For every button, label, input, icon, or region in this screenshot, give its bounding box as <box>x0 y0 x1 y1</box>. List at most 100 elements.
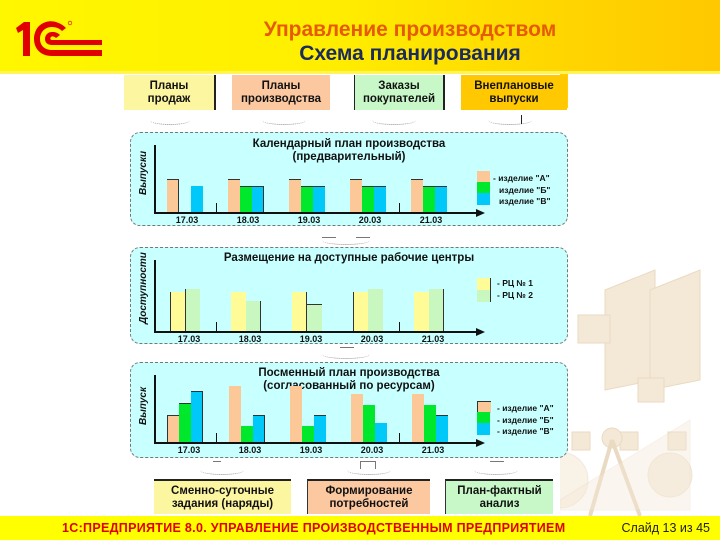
legend-swatch-rc2 <box>477 290 491 302</box>
connector <box>262 116 306 125</box>
bar-b <box>241 426 253 442</box>
y-axis <box>154 260 156 332</box>
bar-a <box>290 386 302 442</box>
connector-line <box>360 461 376 469</box>
input-label: Планы <box>261 79 301 92</box>
x-tick-label: 21.03 <box>419 215 443 225</box>
1c-logo-icon <box>16 20 102 56</box>
connector <box>474 466 518 475</box>
bar-a <box>167 179 179 212</box>
output-label: Формирование <box>325 484 413 497</box>
x-tick-label: 18.03 <box>238 445 262 455</box>
bar-rc1 <box>353 292 368 331</box>
connector <box>488 116 532 125</box>
bar-a <box>412 394 424 442</box>
legend-swatch-v <box>477 193 490 205</box>
input-customer-orders: Заказы покупателей <box>355 75 443 110</box>
slide-header <box>0 0 720 74</box>
input-unplanned-releases: Внеплановые выпуски <box>461 75 567 110</box>
legend-label: изделие "Б" <box>499 185 551 195</box>
bar-b <box>179 403 191 442</box>
output-label: анализ <box>479 497 520 510</box>
legend-swatch-a <box>477 401 491 413</box>
legend-label: - РЦ № 2 <box>497 290 533 300</box>
output-plan-fact-analysis: План-фактный анализ <box>445 479 553 514</box>
slide-footer: 1С:ПРЕДПРИЯТИЕ 8.0. УПРАВЛЕНИЕ ПРОИЗВОДС… <box>0 516 720 540</box>
legend-swatch-b <box>477 412 490 423</box>
legend-label: - РЦ № 1 <box>497 278 533 288</box>
axis-tick <box>216 322 217 332</box>
bar-rc2 <box>368 289 383 331</box>
bar-a <box>228 179 240 212</box>
legend-label: - изделие "В" <box>497 426 554 436</box>
chart-title: Посменный план производства <box>258 367 440 379</box>
legend-label: - изделие "Б" <box>497 415 554 425</box>
bar-rc1 <box>414 292 429 331</box>
separator <box>443 75 445 110</box>
bar-a <box>350 179 362 212</box>
chart-panel-shift-plan: Посменный план производства (согласованн… <box>130 362 568 458</box>
chart-panel-calendar-plan: Календарный план производства (предварит… <box>130 132 568 226</box>
bar-rc2 <box>246 301 261 331</box>
chart-subtitle: (согласованный по ресурсам) <box>263 380 435 392</box>
connector <box>347 466 391 475</box>
x-tick-label: 19.03 <box>299 445 323 455</box>
axis-tick <box>399 322 400 332</box>
legend-label: - изделие "А" <box>493 173 550 183</box>
bar-a <box>351 394 363 442</box>
legend-swatch-a <box>477 171 490 182</box>
bar-b <box>363 405 375 442</box>
output-label: План-фактный <box>457 484 542 497</box>
bar-a <box>411 179 423 212</box>
title-line-1: Управление производством <box>263 18 557 41</box>
chart-title: Календарный план производства <box>252 138 446 150</box>
bar-b <box>240 186 252 212</box>
y-axis-label: Выпуски <box>138 150 149 195</box>
connector-line <box>521 115 522 124</box>
input-label: Заказы <box>378 79 420 92</box>
bar-b <box>424 405 436 442</box>
bar-v <box>313 186 325 212</box>
bar-a <box>229 386 241 442</box>
bar-b <box>362 186 374 212</box>
input-label: производства <box>240 92 322 105</box>
chart-panel-work-centers: Размещение на доступные рабочие центры Д… <box>130 247 568 344</box>
input-label: Планы <box>149 79 189 92</box>
x-tick-label: 17.03 <box>177 334 201 344</box>
x-tick-label: 20.03 <box>360 334 384 344</box>
axis-tick <box>216 203 217 213</box>
axis-tick <box>216 433 217 443</box>
connector <box>372 116 416 125</box>
bar-v <box>252 186 264 212</box>
connector <box>200 466 244 475</box>
x-axis-arrow-icon <box>476 328 485 336</box>
bar-v <box>253 415 265 442</box>
legend-swatch-rc1 <box>477 278 491 290</box>
output-shift-tasks: Сменно-суточные задания (наряды) <box>154 479 291 514</box>
legend-label: изделие "В" <box>499 196 551 206</box>
bar-v <box>435 186 447 212</box>
bar-v <box>191 186 203 212</box>
x-tick-label: 21.03 <box>421 445 445 455</box>
connector-line <box>213 461 221 462</box>
bar-v <box>375 423 387 442</box>
bar-rc1 <box>292 292 307 331</box>
bar-v <box>436 415 448 442</box>
input-label: Внеплановые <box>474 79 554 92</box>
legend-swatch-b <box>477 182 490 193</box>
y-axis <box>154 375 156 443</box>
bar-rc2 <box>429 289 444 331</box>
bar-b <box>423 186 435 212</box>
bar-v <box>314 415 326 442</box>
output-requirements: Формирование потребностей <box>307 479 430 514</box>
separator <box>214 75 216 110</box>
bar-rc2 <box>185 289 200 331</box>
title-line-2: Схема планирования <box>299 42 521 65</box>
legend-swatch-v <box>477 423 490 435</box>
bar-rc1 <box>170 292 185 331</box>
bar-rc2 <box>307 304 322 331</box>
x-tick-label: 17.03 <box>175 215 199 225</box>
x-tick-label: 17.03 <box>177 445 201 455</box>
decorative-background-icon <box>560 269 701 516</box>
bar-v <box>374 186 386 212</box>
